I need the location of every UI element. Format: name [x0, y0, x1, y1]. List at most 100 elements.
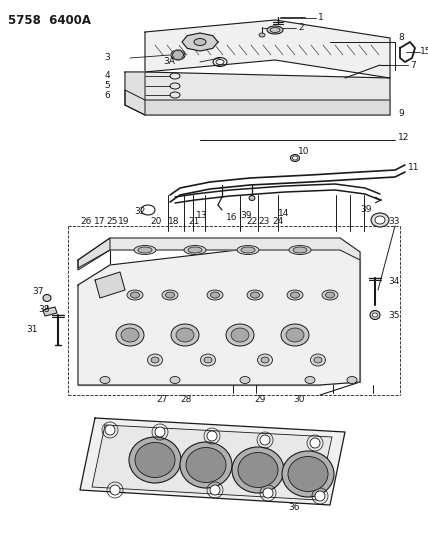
Ellipse shape	[188, 247, 202, 253]
Polygon shape	[78, 238, 360, 385]
Text: 10: 10	[298, 148, 309, 157]
Ellipse shape	[226, 324, 254, 346]
Ellipse shape	[43, 295, 51, 302]
Ellipse shape	[241, 247, 255, 253]
Text: 14: 14	[278, 209, 289, 219]
Circle shape	[263, 488, 273, 498]
Polygon shape	[145, 20, 390, 78]
Text: 11: 11	[408, 163, 419, 172]
Text: 16: 16	[226, 214, 238, 222]
Ellipse shape	[204, 357, 212, 363]
Text: 30: 30	[293, 395, 305, 405]
Ellipse shape	[211, 292, 220, 298]
Ellipse shape	[100, 376, 110, 384]
Text: 19: 19	[118, 217, 130, 227]
Ellipse shape	[249, 196, 255, 200]
Ellipse shape	[171, 324, 199, 346]
Ellipse shape	[151, 357, 159, 363]
Ellipse shape	[131, 292, 140, 298]
Ellipse shape	[370, 311, 380, 319]
Ellipse shape	[259, 33, 265, 37]
Ellipse shape	[121, 328, 139, 342]
Ellipse shape	[194, 38, 206, 45]
Text: 37: 37	[32, 287, 44, 296]
Ellipse shape	[135, 442, 175, 478]
Text: 15: 15	[420, 47, 428, 56]
Text: 27: 27	[156, 395, 168, 405]
Text: 7: 7	[410, 61, 416, 69]
Ellipse shape	[186, 448, 226, 482]
Ellipse shape	[291, 155, 300, 161]
Ellipse shape	[372, 313, 377, 317]
Ellipse shape	[289, 246, 311, 254]
Text: 9: 9	[398, 109, 404, 117]
Ellipse shape	[116, 324, 144, 346]
Circle shape	[155, 427, 165, 437]
Text: 35: 35	[388, 311, 399, 320]
Circle shape	[105, 425, 115, 435]
Ellipse shape	[127, 290, 143, 300]
Polygon shape	[92, 425, 332, 500]
Text: 29: 29	[254, 395, 266, 405]
Ellipse shape	[261, 357, 269, 363]
Text: 38: 38	[38, 305, 50, 314]
Ellipse shape	[287, 290, 303, 300]
Ellipse shape	[184, 246, 206, 254]
Ellipse shape	[237, 246, 259, 254]
Ellipse shape	[247, 290, 263, 300]
Ellipse shape	[267, 26, 283, 34]
Ellipse shape	[240, 376, 250, 384]
Text: 36: 36	[288, 503, 300, 512]
Ellipse shape	[293, 247, 307, 253]
Text: 2: 2	[298, 23, 303, 33]
Text: 6: 6	[104, 91, 110, 100]
Ellipse shape	[326, 292, 335, 298]
Ellipse shape	[200, 354, 216, 366]
Polygon shape	[80, 418, 345, 505]
Ellipse shape	[166, 292, 175, 298]
Ellipse shape	[231, 328, 249, 342]
Ellipse shape	[288, 456, 328, 491]
Polygon shape	[172, 51, 184, 59]
Ellipse shape	[314, 357, 322, 363]
Text: 13: 13	[196, 211, 208, 220]
Text: 33: 33	[388, 217, 399, 227]
Text: 39: 39	[360, 206, 372, 214]
Ellipse shape	[170, 376, 180, 384]
Ellipse shape	[171, 50, 185, 60]
Circle shape	[315, 491, 325, 501]
Ellipse shape	[180, 442, 232, 488]
Text: 5758  6400A: 5758 6400A	[8, 14, 91, 27]
Ellipse shape	[148, 354, 163, 366]
Ellipse shape	[176, 328, 194, 342]
Ellipse shape	[134, 246, 156, 254]
Ellipse shape	[310, 354, 326, 366]
Text: 32: 32	[134, 207, 146, 216]
Text: 5: 5	[104, 82, 110, 91]
Ellipse shape	[258, 354, 273, 366]
Text: 31: 31	[27, 326, 38, 335]
Ellipse shape	[305, 376, 315, 384]
Ellipse shape	[250, 292, 259, 298]
Ellipse shape	[238, 453, 278, 488]
Circle shape	[310, 438, 320, 448]
Ellipse shape	[347, 376, 357, 384]
Circle shape	[260, 435, 270, 445]
Text: 21: 21	[188, 217, 200, 227]
Polygon shape	[78, 238, 360, 268]
Ellipse shape	[291, 292, 300, 298]
Text: 8: 8	[398, 34, 404, 43]
Polygon shape	[78, 238, 110, 270]
Polygon shape	[95, 272, 125, 298]
Ellipse shape	[282, 451, 334, 497]
Text: 26: 26	[80, 217, 92, 227]
Text: 25: 25	[106, 217, 118, 227]
Polygon shape	[125, 72, 145, 115]
Ellipse shape	[371, 213, 389, 227]
Polygon shape	[125, 72, 390, 115]
Text: 34: 34	[388, 278, 399, 287]
Text: 23: 23	[259, 217, 270, 227]
Ellipse shape	[129, 437, 181, 483]
Ellipse shape	[322, 290, 338, 300]
Ellipse shape	[286, 328, 304, 342]
